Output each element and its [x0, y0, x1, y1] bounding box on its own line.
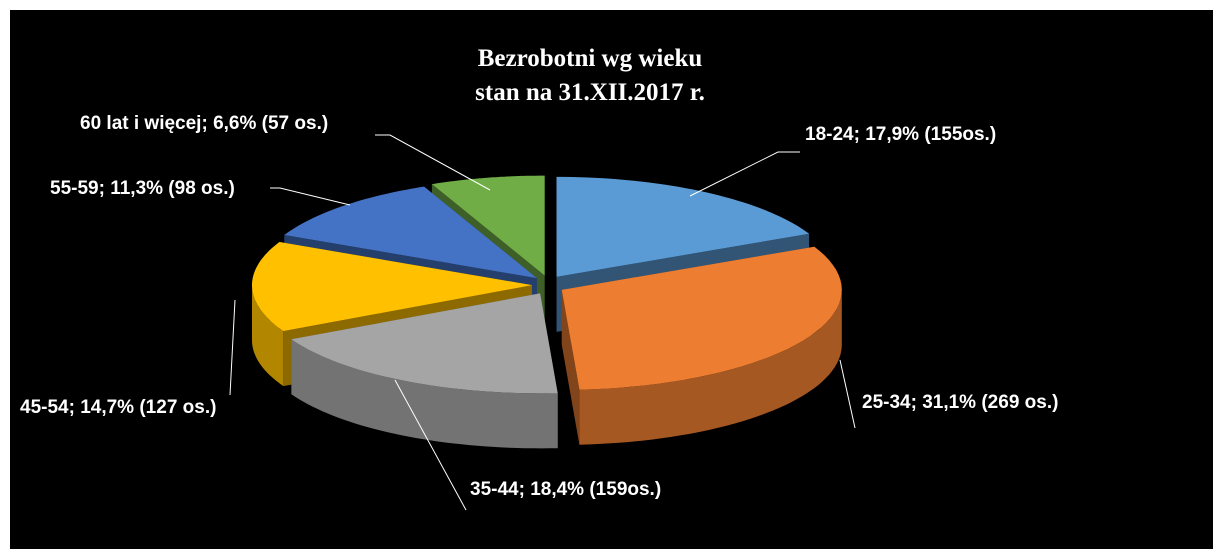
slice-wall: [252, 285, 284, 387]
chart-subtitle: stan na 31.XII.2017 r.: [475, 79, 705, 106]
data-label: 45-54; 14,7% (127 os.): [20, 397, 216, 418]
data-label: 18-24; 17,9% (155os.): [805, 124, 996, 145]
leader-line: [270, 187, 351, 206]
slice-top: [252, 242, 533, 332]
leader-line: [229, 299, 236, 396]
leader-line: [839, 359, 856, 429]
slice-top: [561, 246, 842, 390]
slice-wall: [579, 289, 842, 445]
leader-line: [375, 134, 491, 191]
slice-wall: [291, 339, 558, 449]
leader-line: [689, 151, 800, 197]
data-label: 25-34; 31,1% (269 os.): [862, 392, 1058, 413]
slice-side: [561, 289, 580, 445]
pie-slice: [291, 293, 558, 449]
data-label: 35-44; 18,4% (159os.): [470, 479, 661, 500]
leader-line: [394, 379, 467, 511]
slice-top: [556, 176, 810, 277]
slice-top: [431, 175, 545, 276]
chart-title: Bezrobotni wg wieku: [478, 45, 703, 72]
data-label: 55-59; 11,3% (98 os.): [50, 178, 235, 199]
data-label: 60 lat i więcej; 6,6% (57 os.): [80, 113, 328, 134]
pie-slice: [561, 246, 842, 445]
slice-top: [284, 186, 537, 279]
slice-top: [291, 293, 558, 394]
